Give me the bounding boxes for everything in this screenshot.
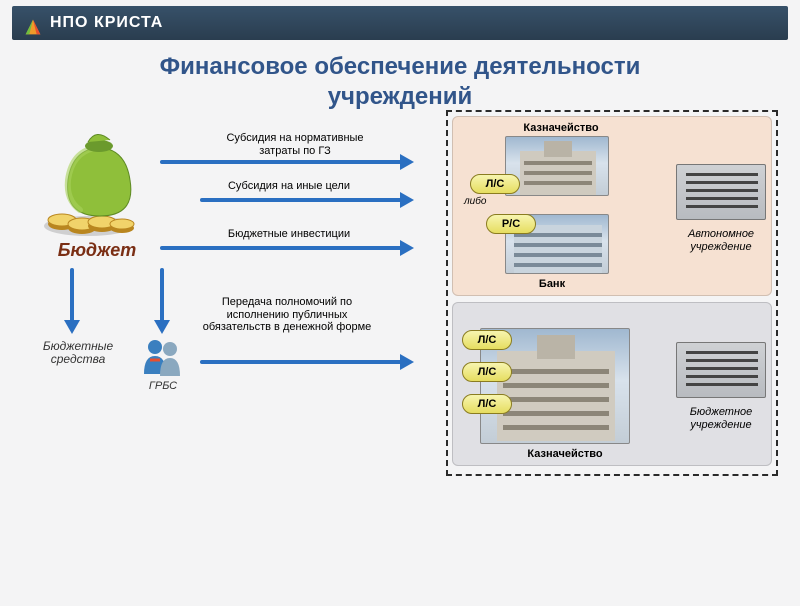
grbs-label: ГРБС bbox=[138, 380, 188, 392]
arrow-text-subsidy-other: Субсидия на иные цели bbox=[196, 180, 382, 193]
treasury-title: Казначейство bbox=[476, 122, 646, 134]
rs-badge: Р/С bbox=[486, 214, 536, 234]
ls-badge-1: Л/С bbox=[470, 174, 520, 194]
flow-arrow-3 bbox=[200, 360, 404, 364]
flow-arrow-1 bbox=[200, 198, 404, 202]
diagram-canvas: Бюджет Бюджетные средства ГРБС Субсидия … bbox=[0, 120, 800, 600]
flow-arrow-2 bbox=[160, 246, 404, 250]
budget-label: Бюджет bbox=[32, 240, 162, 261]
treasury-building-icon bbox=[505, 136, 609, 196]
arrow-text-budget-investments: Бюджетные инвестиции bbox=[196, 228, 382, 241]
ls-badge-3: Л/С bbox=[462, 362, 512, 382]
budget-funds-label: Бюджетные средства bbox=[28, 340, 128, 366]
grbs-icon bbox=[140, 334, 184, 378]
ls-badge-2: Л/С bbox=[462, 330, 512, 350]
ls-badge-4: Л/С bbox=[462, 394, 512, 414]
flow-arrow-0 bbox=[160, 160, 404, 164]
treasury-title-2: Казначейство bbox=[510, 448, 620, 460]
autonomous-institution-label: Автономное учреждение bbox=[676, 228, 766, 253]
budget-institution-label: Бюджетное учреждение bbox=[676, 406, 766, 431]
bank-title: Банк bbox=[512, 278, 592, 290]
flow-arrow-4 bbox=[70, 268, 74, 324]
autonomous-building-icon bbox=[676, 164, 766, 220]
title-line2: учреждений bbox=[328, 83, 473, 110]
arrow-text-subsidy-normative: Субсидия на нормативные затраты по ГЗ bbox=[210, 132, 380, 157]
budget-building-icon bbox=[676, 342, 766, 398]
header-bar: НПО КРИСТА bbox=[12, 6, 788, 40]
money-bag-icon bbox=[40, 130, 150, 240]
arrow-text-transfer-powers: Передача полномочий по исполнению публич… bbox=[192, 296, 382, 334]
page-title: Финансовое обеспечение деятельности учре… bbox=[40, 52, 760, 112]
logo-mark-icon bbox=[22, 16, 44, 38]
title-line1: Финансовое обеспечение деятельности bbox=[160, 53, 641, 80]
company-name: НПО КРИСТА bbox=[50, 14, 163, 32]
or-label: либо bbox=[464, 196, 486, 207]
flow-arrow-5 bbox=[160, 268, 164, 324]
